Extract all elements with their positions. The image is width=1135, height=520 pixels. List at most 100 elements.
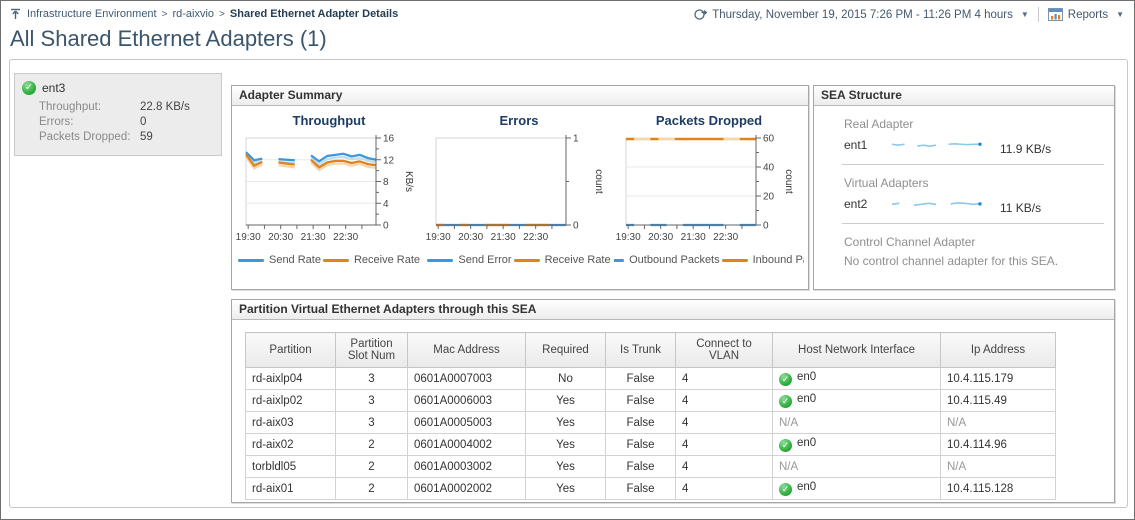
- cell-hni: ✓ en0: [772, 477, 941, 500]
- cell-slot: 2: [335, 433, 408, 456]
- legend-label: Outbound Packets: [629, 254, 720, 266]
- cell-hni: ✓ en0: [772, 367, 941, 390]
- cell-partition: rd-aixlp04: [245, 367, 336, 390]
- table-row: rd-aixlp02 3 0601A0006003 Yes False 4 ✓ en0 10.4…: [245, 389, 1056, 412]
- cell-mac: 0601A0003002: [407, 455, 526, 478]
- adapter-tile-ent3[interactable]: ✓ ent3 Throughput: 22.8 KB/s Errors: 0 Packe…: [14, 73, 222, 156]
- cell-slot: 3: [335, 389, 408, 412]
- page-title: All Shared Ethernet Adapters (1): [10, 26, 327, 51]
- header-divider: [1037, 7, 1039, 22]
- cell-ip: N/A: [940, 455, 1056, 478]
- chart-plot: 0 4 8 12 16 19:30 20:30 21:30 22:30 KB/s: [236, 134, 414, 244]
- metric-label: Packets Dropped:: [39, 130, 131, 143]
- sea-adapter-name: ent1: [844, 138, 868, 152]
- breadcrumb-item[interactable]: Infrastructure Environment: [27, 8, 157, 20]
- cell-mac: 0601A0002002: [407, 477, 526, 500]
- cell-required: Yes: [525, 477, 606, 500]
- column-header[interactable]: Is Trunk: [605, 332, 676, 368]
- svg-text:60: 60: [763, 134, 775, 145]
- cell-trunk: False: [605, 455, 676, 478]
- panel-title: Partition Virtual Ethernet Adapters thro…: [232, 300, 1114, 320]
- partition-table: Partition Partition Slot Num Mac Address Re…: [245, 332, 1056, 500]
- svg-text:20:30: 20:30: [458, 232, 483, 243]
- cell-partition: rd-aix02: [245, 433, 336, 456]
- chart-packets-dropped: Packets Dropped 0 20 40 60 19:30 20:30 21:30 22:…: [614, 106, 804, 266]
- legend-item: Receive Rate: [513, 254, 611, 266]
- cell-vlan: 4: [675, 389, 773, 412]
- time-range-icon: [694, 9, 708, 20]
- table-row: rd-aix03 3 0601A0005003 Yes False 4 N/A N/A: [245, 411, 1056, 434]
- sparkline: [891, 142, 982, 147]
- reports-button[interactable]: Reports ▼: [1047, 8, 1124, 21]
- divider: [842, 223, 1104, 224]
- sea-adapter-row: ent1 11.9 KB/s: [844, 136, 1106, 156]
- sea-section: Control Channel Adapter No control channe…: [814, 224, 1114, 270]
- cell-ip: N/A: [940, 411, 1056, 434]
- legend-line-icon: [614, 258, 625, 262]
- cell-partition: rd-aix01: [245, 477, 336, 500]
- sea-adapter-value: 11 KB/s: [1000, 201, 1042, 215]
- status-ok-icon: ✓: [779, 373, 792, 386]
- svg-text:0: 0: [763, 221, 769, 232]
- column-header[interactable]: Connect to VLAN: [675, 332, 773, 368]
- sea-section-text: No control channel adapter for this SEA.: [844, 254, 1059, 268]
- svg-text:21:30: 21:30: [681, 232, 706, 243]
- cell-ip: 10.4.115.128: [940, 477, 1056, 500]
- cell-slot: 3: [335, 367, 408, 390]
- up-level-icon[interactable]: [10, 8, 22, 20]
- reports-label: Reports: [1067, 8, 1109, 21]
- chevron-down-icon: ▼: [1020, 10, 1029, 19]
- cell-trunk: False: [605, 367, 676, 390]
- cell-slot: 2: [335, 455, 408, 478]
- legend-item: Inbound Pack: [721, 254, 804, 266]
- column-header[interactable]: Ip Address: [940, 332, 1056, 368]
- svg-text:16: 16: [383, 134, 395, 145]
- status-ok-icon: ✓: [779, 483, 792, 496]
- breadcrumb-item[interactable]: rd-aixvio: [172, 8, 215, 20]
- legend-line-icon: [322, 258, 349, 262]
- chart-legend: Outbound Packets Inbound Pack: [614, 254, 804, 266]
- svg-text:21:30: 21:30: [301, 232, 326, 243]
- legend-label: Receive Rate: [544, 254, 611, 266]
- cell-mac: 0601A0004002: [407, 433, 526, 456]
- adapter-name: ent3: [42, 81, 66, 95]
- svg-text:8: 8: [383, 177, 389, 188]
- column-header[interactable]: Required: [525, 332, 606, 368]
- chart-title: Packets Dropped: [655, 113, 763, 128]
- svg-text:count: count: [783, 169, 794, 194]
- sea-section: Real Adapter ent1 11.9 KB/s: [814, 106, 1114, 156]
- metric-value: 0: [140, 115, 147, 128]
- svg-text:21:30: 21:30: [491, 232, 516, 243]
- column-header[interactable]: Partition Slot Num: [335, 332, 408, 368]
- cell-partition: torbldl05: [245, 455, 336, 478]
- time-range-selector[interactable]: Thursday, November 19, 2015 7:26 PM - 11…: [694, 8, 1029, 21]
- cell-mac: 0601A0007003: [407, 367, 526, 390]
- legend-item: Outbound Packets: [614, 254, 720, 266]
- cell-trunk: False: [605, 433, 676, 456]
- chart-legend: Send Rate Receive Rate: [234, 254, 424, 266]
- cell-required: No: [525, 367, 606, 390]
- panel-title: SEA Structure: [814, 86, 1114, 106]
- svg-text:22:30: 22:30: [333, 232, 358, 243]
- breadcrumb-separator: >: [161, 8, 168, 20]
- adapter-metric-row: Throughput: 22.8 KB/s: [15, 99, 221, 114]
- time-range-label: Thursday, November 19, 2015 7:26 PM - 11…: [712, 8, 1013, 21]
- svg-text:40: 40: [763, 163, 775, 174]
- column-header[interactable]: Partition: [245, 332, 336, 368]
- reports-icon: [1047, 8, 1063, 21]
- column-header[interactable]: Host Network Interface: [772, 332, 941, 368]
- cell-vlan: 4: [675, 367, 773, 390]
- cell-vlan: 4: [675, 411, 773, 434]
- cell-ip: 10.4.114.96: [940, 433, 1056, 456]
- chevron-down-icon: ▼: [1116, 10, 1124, 19]
- chart-legend: Send Error Receive Rate: [424, 254, 614, 266]
- svg-text:22:30: 22:30: [523, 232, 548, 243]
- svg-text:0: 0: [383, 221, 389, 232]
- svg-text:0: 0: [573, 221, 579, 232]
- column-header[interactable]: Mac Address: [407, 332, 526, 368]
- sea-section-label: Real Adapter: [844, 117, 914, 131]
- cell-vlan: 4: [675, 477, 773, 500]
- legend-item: Send Error: [427, 254, 512, 266]
- metric-label: Throughput:: [39, 100, 102, 113]
- chart-throughput: Throughput 0 4 8 12 16 19:30 20:30 21:30 22:30 KB/…: [234, 106, 424, 266]
